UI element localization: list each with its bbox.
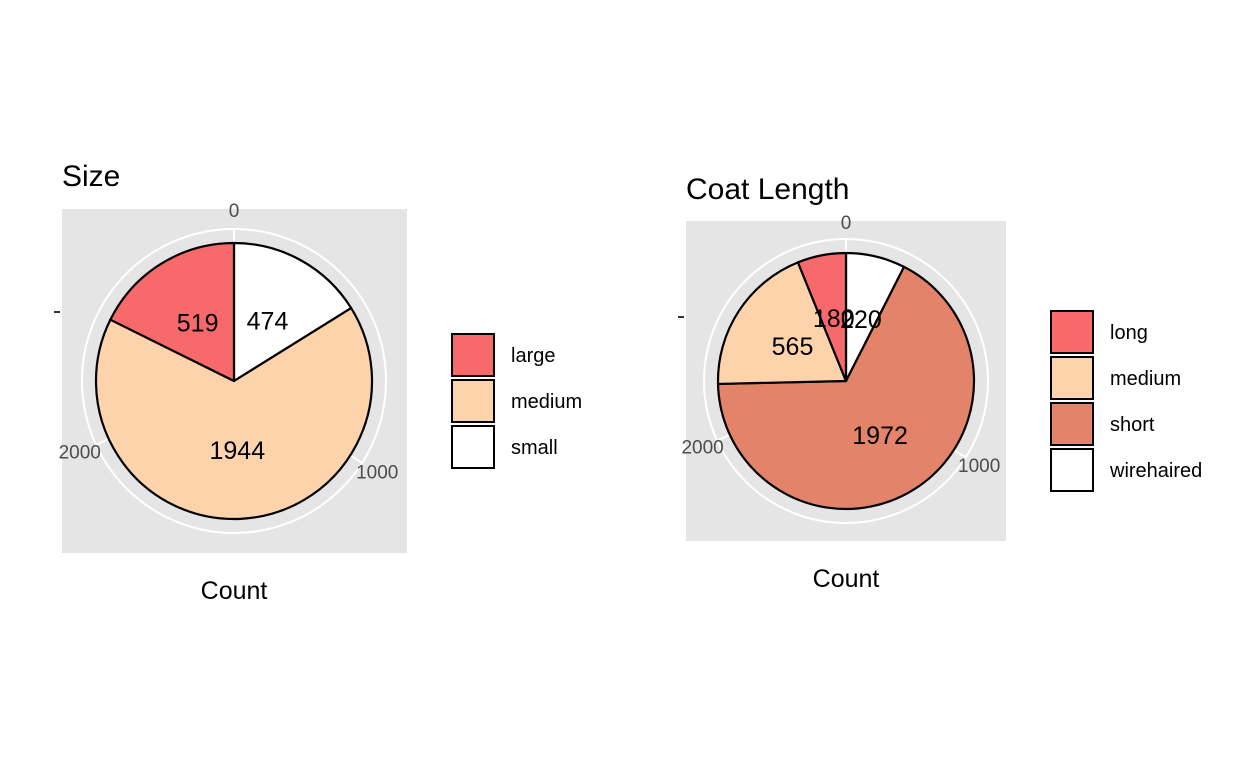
pie-slice-large [109, 241, 236, 383]
slice-value-label: 565 [772, 333, 814, 361]
polar-grid-line [95, 438, 110, 446]
legend-label: short [1110, 414, 1155, 436]
scale-tick-label: 0 [841, 213, 852, 234]
size-pie-chart: Size 0 1000 2000 474 1944 519 Count large medi… [54, 160, 582, 605]
legend-label: small [511, 437, 558, 459]
slice-value-label: 519 [177, 309, 219, 337]
scale-tick-label: 2000 [59, 442, 101, 463]
legend-swatch-long [1050, 310, 1094, 354]
pie-slice-small [232, 241, 353, 383]
polar-grid-line [716, 433, 731, 442]
legend-label: wirehaired [1109, 460, 1202, 482]
x-axis-label: Count [813, 565, 880, 593]
scale-tick-label: 0 [229, 201, 240, 222]
legend-swatch-large [451, 333, 495, 377]
slice-value-label: 1972 [852, 422, 908, 450]
x-axis-label: Count [201, 577, 268, 605]
legend-label: large [511, 345, 555, 367]
legend-label: medium [511, 391, 582, 413]
slice-value-label: 220 [840, 306, 882, 334]
legend-label: medium [1110, 368, 1181, 390]
legend-swatch-medium [1050, 356, 1094, 400]
pie-slice-short [716, 265, 976, 511]
pie-slice-medium [94, 306, 374, 521]
legend-swatch-wirehaired [1050, 448, 1094, 492]
chart-title: Coat Length [686, 173, 849, 206]
legend-swatch-short [1050, 402, 1094, 446]
legend-label: long [1110, 322, 1148, 344]
slice-value-label: 474 [247, 308, 289, 336]
scale-tick-label: 1000 [958, 456, 1000, 477]
scale-tick-label: 2000 [681, 437, 723, 458]
pie-slice-medium [716, 261, 848, 386]
polar-grid-line [953, 449, 967, 459]
legend-swatch-medium [451, 379, 495, 423]
chart-title: Size [62, 160, 120, 193]
legend-swatch-small [451, 425, 495, 469]
slice-value-label: 1944 [210, 437, 266, 465]
scale-tick-label: 1000 [356, 463, 398, 484]
polar-grid-line [349, 454, 363, 464]
pie-slice-long [796, 251, 848, 383]
slice-value-label: 180 [813, 305, 855, 333]
